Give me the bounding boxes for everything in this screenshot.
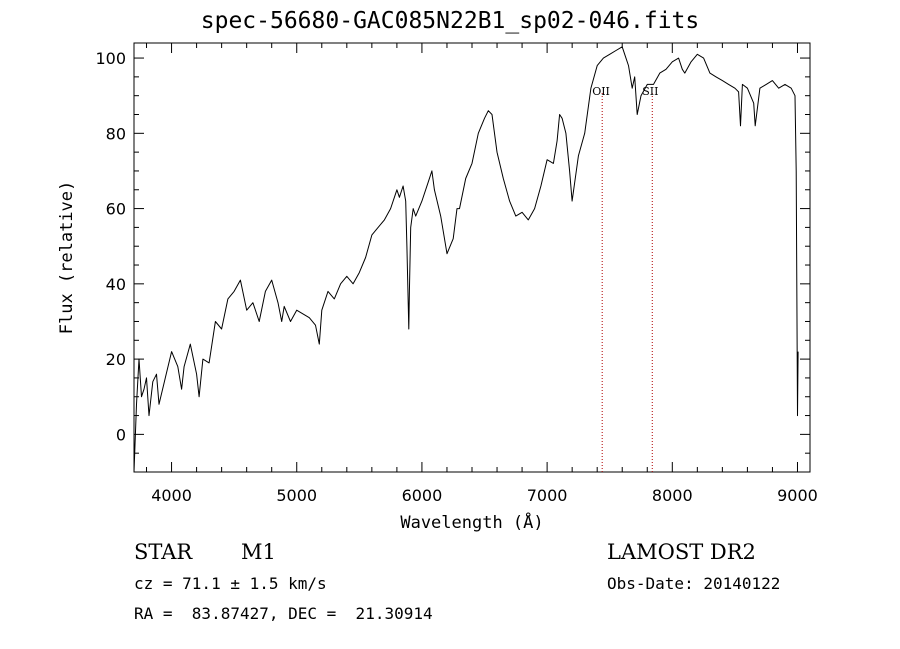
y-tick-label: 0: [116, 425, 126, 444]
redshift-text: cz = 71.1 ± 1.5 km/s: [134, 574, 327, 593]
x-tick-label: 5000: [276, 486, 317, 505]
x-tick-label: 6000: [402, 486, 443, 505]
x-tick-label: 9000: [777, 486, 818, 505]
y-tick-label: 100: [95, 49, 126, 68]
y-tick-label: 40: [106, 275, 126, 294]
chart-title: spec-56680-GAC085N22B1_sp02-046.fits: [200, 8, 700, 34]
x-tick-label: 4000: [151, 486, 192, 505]
emission-line-label: SII: [642, 85, 658, 98]
y-axis-label: Flux (relative): [57, 181, 77, 335]
object-class: STAR: [134, 540, 193, 564]
x-tick-label: 7000: [527, 486, 568, 505]
x-axis-label: Wavelength (Å): [400, 511, 543, 533]
x-tick-label: 8000: [652, 486, 693, 505]
obs-date-text: Obs-Date: 20140122: [607, 574, 781, 593]
coordinates-text: RA = 83.87427, DEC = 21.30914: [134, 604, 433, 623]
survey-label: LAMOST DR2: [607, 540, 756, 564]
y-tick-label: 20: [106, 350, 126, 369]
spectrum-series: [133, 46, 799, 473]
y-tick-label: 60: [106, 200, 126, 219]
object-subclass: M1: [241, 540, 276, 564]
emission-line-label: OII: [592, 85, 610, 98]
plot-frame: [133, 42, 811, 473]
y-tick-label: 80: [106, 124, 126, 143]
